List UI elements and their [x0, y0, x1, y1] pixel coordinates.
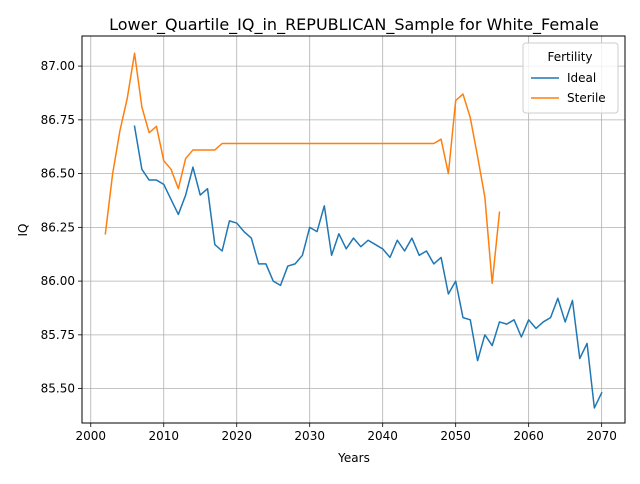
y-tick-label: 87.00 [41, 59, 75, 73]
y-tick-label: 85.75 [41, 328, 75, 342]
y-tick-label: 86.50 [41, 167, 75, 181]
x-tick-label: 2050 [440, 429, 471, 443]
legend-label-ideal: Ideal [567, 71, 596, 85]
legend-label-sterile: Sterile [567, 91, 606, 105]
y-tick-label: 86.00 [41, 274, 75, 288]
y-axis-label: IQ [16, 224, 30, 237]
legend-title: Fertility [547, 50, 592, 64]
legend: Fertility Ideal Sterile [523, 43, 618, 113]
x-tick-label: 2030 [294, 429, 325, 443]
y-tick-label: 86.25 [41, 220, 75, 234]
x-axis-label: Years [337, 451, 370, 465]
y-tick-label: 85.50 [41, 382, 75, 396]
x-tick-label: 2040 [367, 429, 398, 443]
x-tick-label: 2000 [75, 429, 106, 443]
x-tick-label: 2020 [221, 429, 252, 443]
chart-title: Lower_Quartile_IQ_in_REPUBLICAN_Sample f… [109, 15, 599, 35]
y-tick-label: 86.75 [41, 113, 75, 127]
x-tick-label: 2070 [586, 429, 617, 443]
x-tick-label: 2060 [513, 429, 544, 443]
x-tick-label: 2010 [148, 429, 179, 443]
